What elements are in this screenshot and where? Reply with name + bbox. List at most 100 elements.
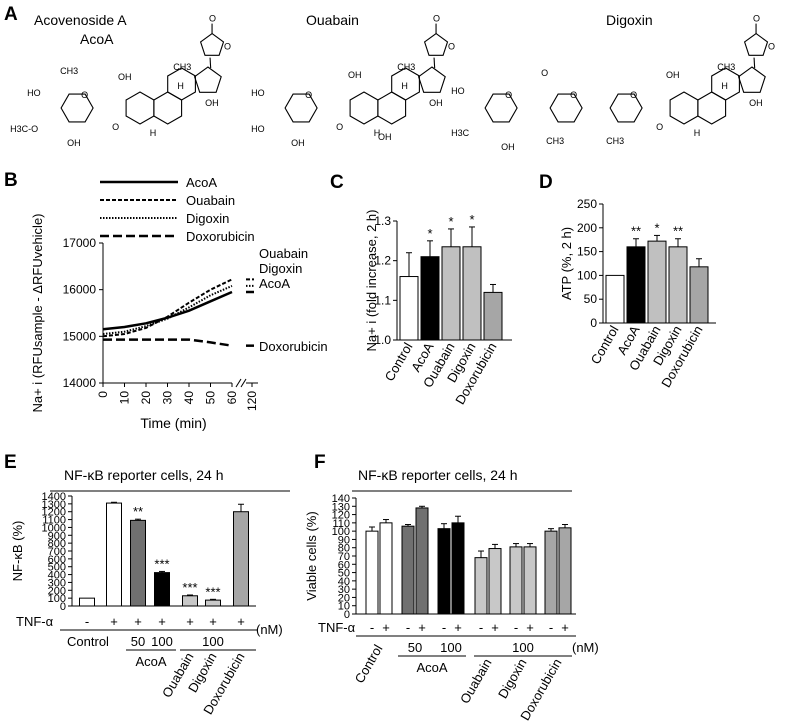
f-y-tick-label: 90 [338, 534, 350, 546]
b-x-tick-label: 40 [182, 391, 196, 405]
f-tnf-sign: + [418, 620, 426, 635]
ouabain-ring-a [349, 91, 379, 125]
b-line-acoa [102, 290, 233, 331]
e-dose-acoa-100: 100 [151, 634, 173, 649]
b-y-tick-label: 14000 [63, 376, 97, 390]
d-y-tick-label: 50 [584, 292, 598, 306]
digoxin-sugar-3-label-o: O [505, 90, 512, 100]
f-tnf-sign: + [454, 620, 462, 635]
digoxin-label-o2: O [768, 42, 775, 52]
f-dose-acoa-50: 50 [408, 640, 422, 655]
acoa-label-glyc-o: O [112, 122, 119, 132]
f-y-tick-label: 30 [338, 584, 350, 596]
f-bar [365, 530, 379, 615]
panel-label-d: D [539, 172, 553, 193]
banner-e: NF-κB reporter cells, 24 h [64, 467, 224, 483]
d-bar [668, 246, 688, 324]
c-y-tick-label: 1.1 [374, 293, 391, 307]
f-unit-label: (nM) [572, 640, 599, 655]
acoa-label-h8: H [177, 81, 184, 91]
f-group-label: Ouabain [457, 656, 495, 706]
end-label-doxorubicin: Doxorubicin [259, 339, 328, 354]
d-y-axis-title: ATP (%, 2 h) [559, 227, 574, 300]
f-dose-100: 100 [512, 640, 534, 655]
b-y-tick-label: 17000 [63, 236, 97, 250]
b-x-tick-label: 60 [225, 391, 239, 405]
e-bar [130, 519, 146, 607]
end-label-acoa: AcoA [259, 276, 290, 291]
digoxin-label-ch3b: CH3 [606, 136, 624, 146]
e-tnf-sign: + [186, 614, 194, 629]
d-significance-label: * [654, 220, 659, 235]
c-significance-label: * [448, 214, 453, 229]
acoa-sugar-ring [60, 93, 94, 123]
end-label-digoxin: Digoxin [259, 261, 302, 276]
ouabain-ring-b [377, 91, 407, 125]
b-line-digoxin [102, 284, 233, 335]
f-group-label-acoa: AcoA [416, 660, 447, 675]
ouabain-label-h5: H [374, 128, 381, 138]
acoa-label-oh11: OH [118, 72, 132, 82]
ouabain-label-ho2: HO [251, 124, 265, 134]
e-bar [233, 511, 249, 607]
e-tnf-sign: + [158, 614, 166, 629]
f-bar [558, 527, 572, 615]
e-y-tick-label: 900 [48, 530, 66, 542]
digoxin-sugar-2-label-o: O [570, 90, 577, 100]
digoxin-label-oh14: OH [749, 98, 763, 108]
b-x-tick-label: 120 [245, 391, 259, 411]
acoa-label-sugar-ch3: CH3 [60, 66, 78, 76]
b-x-tick-label: 50 [204, 391, 218, 405]
banner-f: NF-κB reporter cells, 24 h [358, 467, 518, 483]
d-bar [647, 240, 667, 324]
ouabain-label-ch3: CH3 [397, 62, 415, 72]
digoxin-sugar-2-ring [549, 93, 583, 123]
ouabain-label-o1: O [433, 14, 440, 24]
digoxin-label-glyc-o: O [656, 122, 663, 132]
e-y-tick-label: 1100 [42, 515, 66, 527]
ouabain-label-o2: O [448, 42, 455, 52]
compound-name-acoa: Acovenoside A [34, 12, 127, 28]
e-y-tick-label: 0 [60, 601, 66, 613]
e-y-tick-label: 100 [48, 593, 66, 605]
f-y-tick-label: 0 [344, 609, 350, 621]
legend-b: AcoA Ouabain Digoxin Doxorubicin [100, 175, 255, 244]
panel-label-f: F [314, 452, 326, 473]
acoa-butenolide [199, 32, 225, 56]
chart-c: 1.0 1.1 1.2 1.3Na+ i (fold increase, 2 h) * *… [364, 210, 512, 407]
f-tnf-sign: - [549, 620, 553, 635]
b-axis-break-mark-2 [240, 378, 247, 388]
ouabain-label-oh14: OH [429, 98, 443, 108]
digoxin-label-h3c: H3C [451, 128, 470, 138]
e-tnf-sign: + [237, 614, 245, 629]
e-tnf-row-label: TNF-α [16, 614, 54, 629]
e-y-tick-label: 1000 [42, 522, 66, 534]
e-significance-label: *** [182, 580, 197, 595]
b-y-tick-label: 15000 [63, 329, 97, 343]
panel-label-a: A [4, 4, 18, 25]
ouabain-butenolide [423, 32, 449, 56]
digoxin-label-o: O [541, 68, 548, 78]
b-x-tick-label: 0 [96, 391, 110, 398]
f-bar [415, 507, 429, 615]
e-y-tick-label: 600 [48, 554, 66, 566]
f-y-tick-label: 140 [332, 493, 350, 505]
e-group-label-control: Control [67, 634, 109, 649]
b-line-ouabain [102, 278, 233, 338]
digoxin-sugar-1-label-o: O [630, 90, 637, 100]
digoxin-ring-b [697, 91, 727, 125]
e-dose-100: 100 [202, 634, 224, 649]
digoxin-sugar-1-ring [609, 93, 643, 123]
acoa-label-ch3: CH3 [173, 62, 191, 72]
b-x-tick-label: 20 [139, 391, 153, 405]
f-bar [379, 522, 393, 615]
f-tnf-sign: - [442, 620, 446, 635]
digoxin-label-h5: H [694, 128, 701, 138]
f-bar [488, 548, 502, 615]
acoa-label-o2: O [224, 42, 231, 52]
compound-abbr-acoa: AcoA [80, 31, 114, 47]
c-bar [399, 276, 419, 341]
d-bar [605, 274, 625, 324]
acoa-ring-d [193, 66, 222, 93]
acoa-label-oh: OH [67, 138, 81, 148]
